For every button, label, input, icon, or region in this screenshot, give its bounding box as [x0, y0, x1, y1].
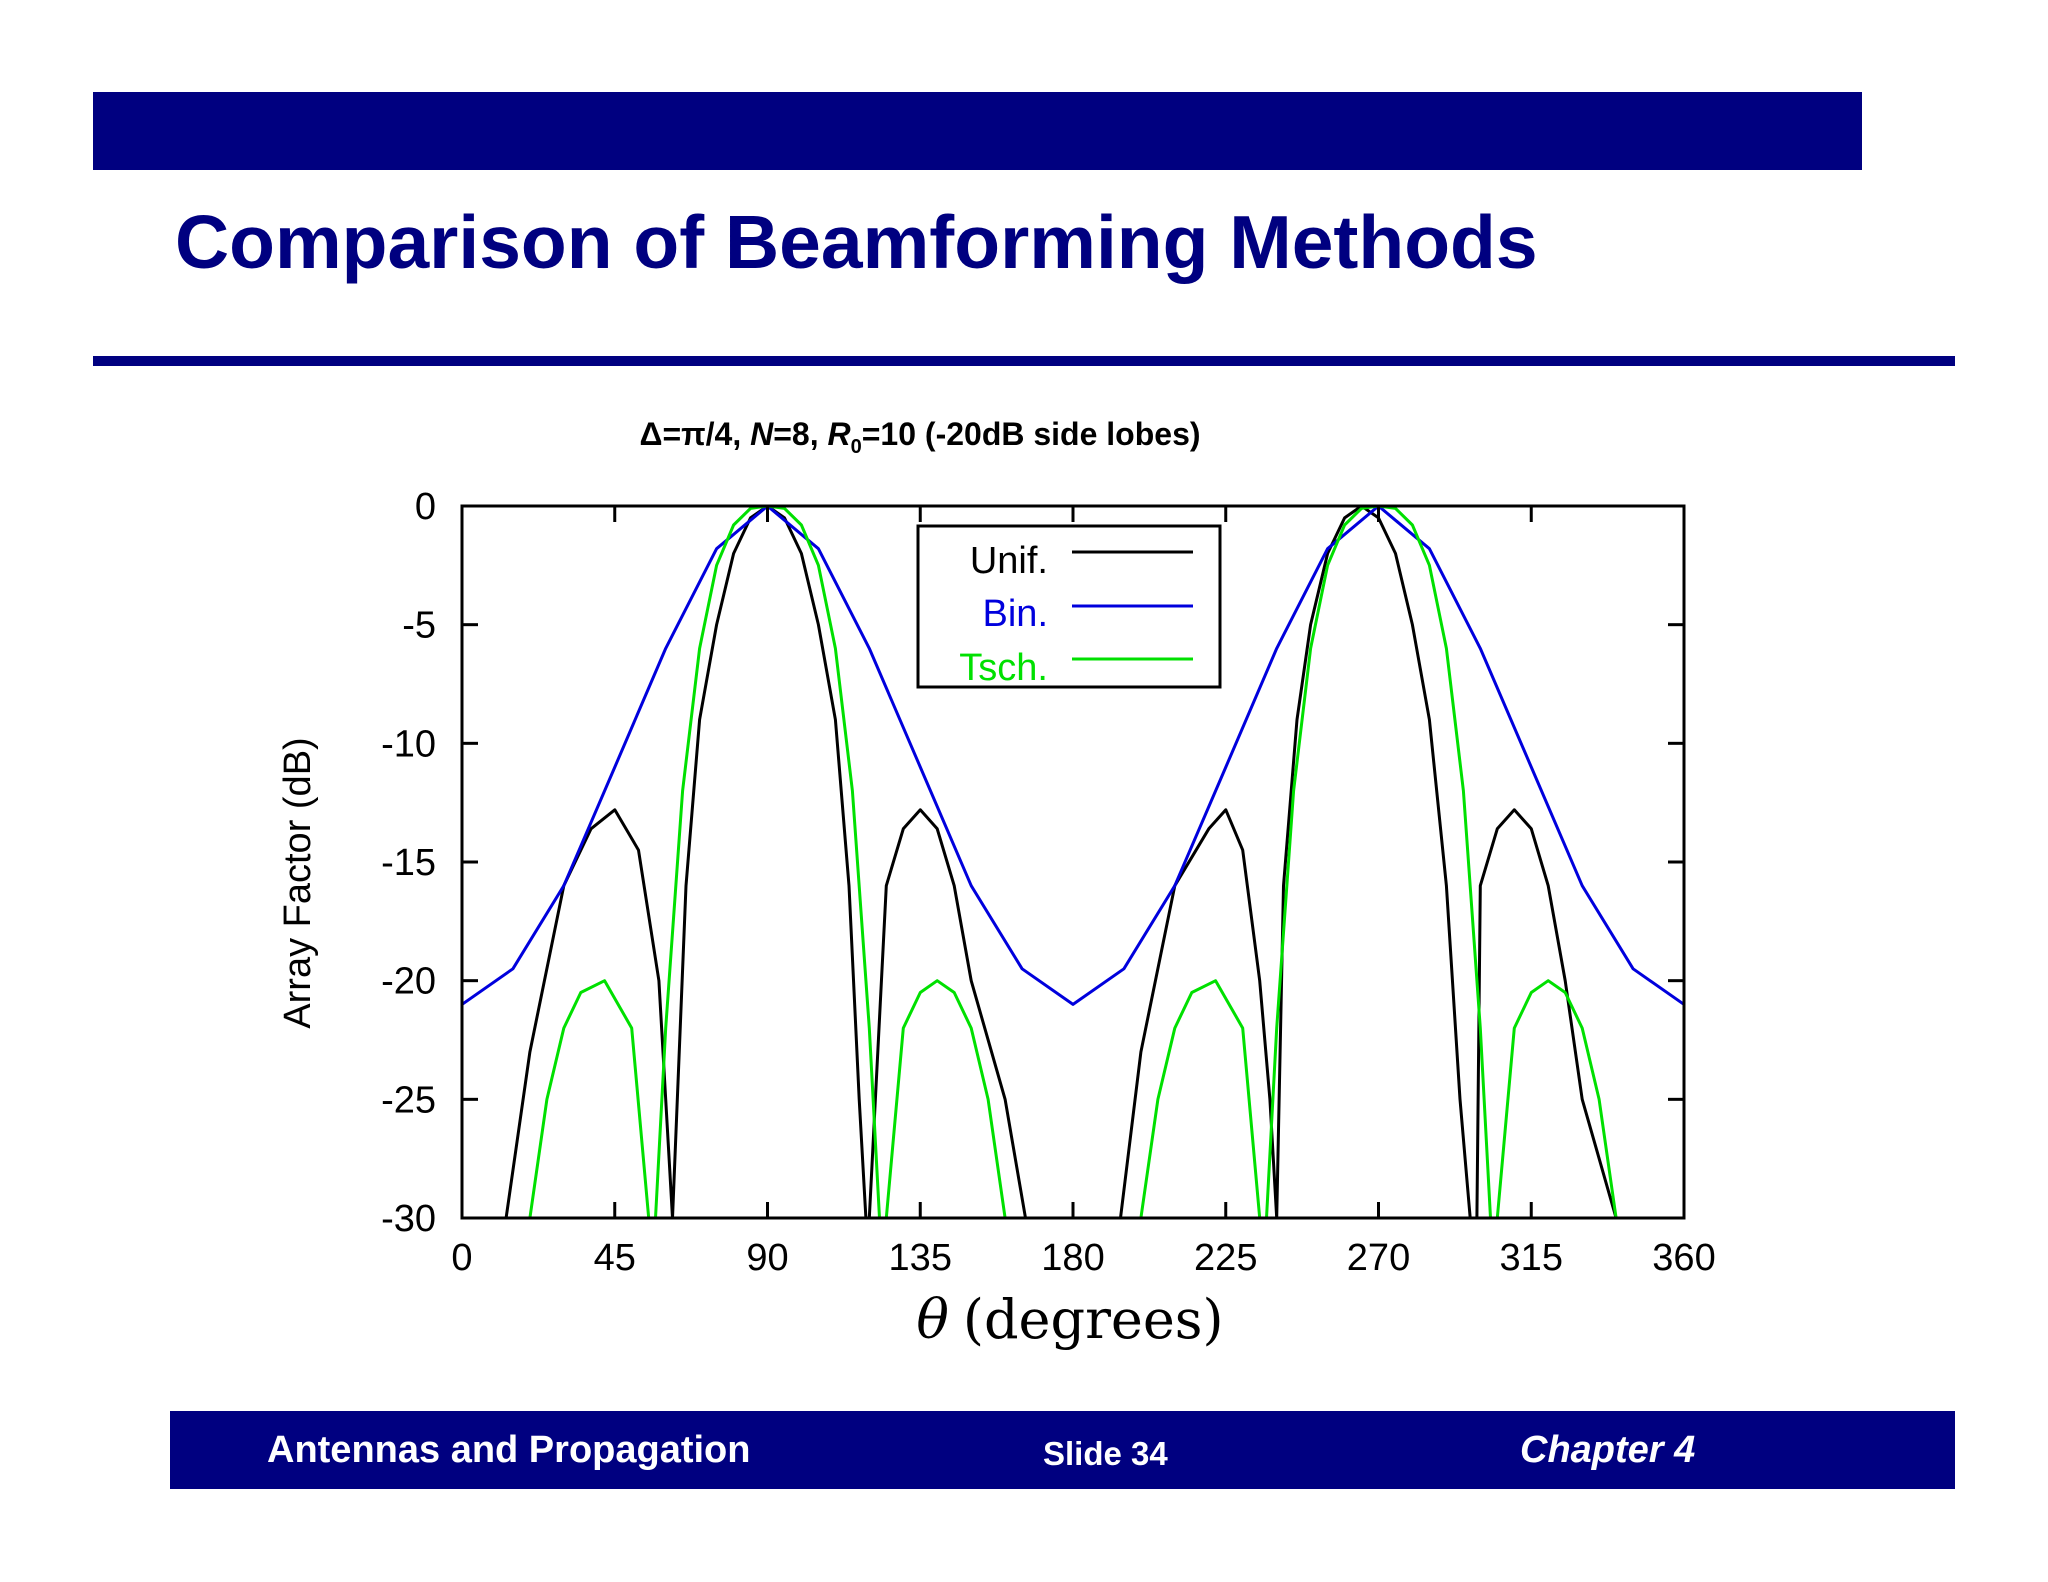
x-tick-label: 225 [1194, 1237, 1257, 1279]
x-axis-label: θ (degrees) [916, 1288, 1223, 1351]
chart-title-subscript: 0 [851, 436, 862, 458]
y-tick-label: -25 [381, 1079, 436, 1121]
chart-title-n: N [750, 416, 774, 452]
top-banner [93, 92, 1862, 170]
y-tick-label: -5 [402, 605, 436, 647]
x-tick-label: 135 [889, 1237, 952, 1279]
title-divider [93, 356, 1955, 366]
y-tick-label: -15 [381, 842, 436, 884]
y-tick-label: -10 [381, 723, 436, 765]
y-tick-label: -30 [381, 1198, 436, 1240]
chart-title-part-c: =8, [773, 416, 827, 452]
footer-slide-number: Slide 34 [1043, 1435, 1168, 1472]
legend-label-tsch: Tsch. [959, 647, 1048, 689]
x-axis-units: (degrees) [963, 1288, 1224, 1351]
legend-label-unif: Unif. [970, 540, 1048, 582]
legend-label-bin: Bin. [983, 593, 1048, 635]
x-axis-symbol: θ [916, 1288, 949, 1351]
series-line-tsch [528, 506, 1618, 1218]
slide-title: Comparison of Beamforming Methods [175, 200, 1538, 284]
chart-title-r: R [828, 416, 851, 452]
x-tick-label: 45 [594, 1237, 636, 1279]
y-tick-label: -20 [381, 961, 436, 1003]
plot-axes: 0 45 90 135 180 225 270 315 360 0 -5 -10 -15 -20 -25 -3… [381, 486, 1716, 1279]
footer-course: Antennas and Propagation [267, 1429, 751, 1471]
x-tick-label: 90 [746, 1237, 788, 1279]
legend: Unif. Bin. Tsch. [916, 524, 1222, 689]
chart-title: Δ=π/4, N=8, R0=10 (-20dB side lobes) [639, 416, 1200, 458]
footer-bar: Antennas and Propagation Slide 34 Chapte… [170, 1411, 1955, 1489]
chart-title-part-a: Δ=π/4, [639, 416, 750, 452]
footer-chapter: Chapter 4 [1520, 1429, 1696, 1471]
x-tick-label: 270 [1347, 1237, 1410, 1279]
x-tick-label: 0 [451, 1237, 472, 1279]
y-tick-label: 0 [415, 486, 436, 528]
x-tick-label: 315 [1500, 1237, 1563, 1279]
x-tick-label: 180 [1041, 1237, 1104, 1279]
x-tick-label: 360 [1652, 1237, 1715, 1279]
y-axis-label: Array Factor (dB) [277, 737, 319, 1028]
series-line-bin [462, 506, 1684, 1006]
chart-title-part-f: =10 (-20dB side lobes) [862, 416, 1201, 452]
